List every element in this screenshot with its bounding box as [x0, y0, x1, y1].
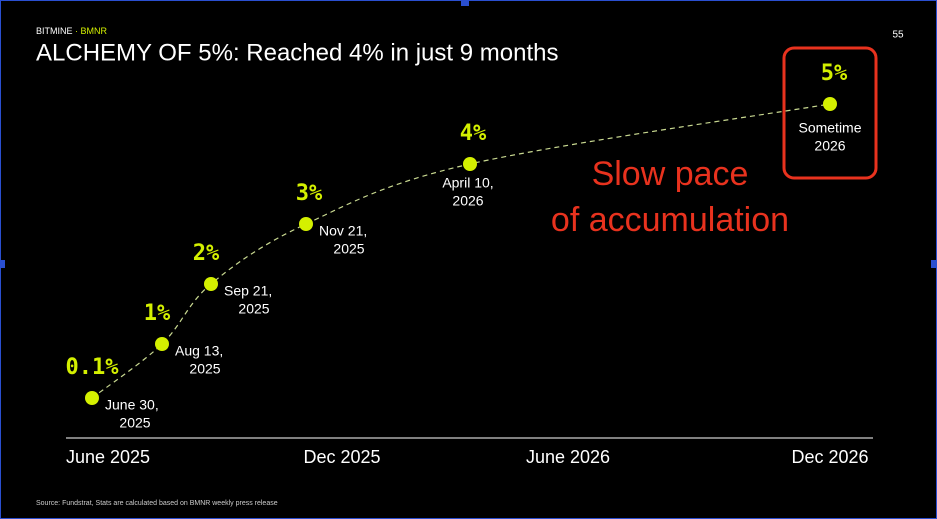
- point-label: 2025: [189, 361, 220, 377]
- point-label: June 30,: [105, 397, 159, 413]
- data-point: [85, 391, 99, 405]
- x-tick-label: Dec 2026: [791, 447, 868, 467]
- data-point: [204, 277, 218, 291]
- page-number: 55: [892, 30, 904, 41]
- source-note: Source: Fundstrat, Stats are calculated …: [36, 500, 278, 507]
- x-tick-label: June 2026: [526, 447, 610, 467]
- chart-title: ALCHEMY OF 5%: Reached 4% in just 9 mont…: [36, 39, 558, 66]
- value-label: 5%: [821, 61, 848, 86]
- value-label: 4%: [460, 121, 487, 146]
- point-label: April 10,: [442, 175, 493, 191]
- point-label: 2025: [333, 241, 364, 257]
- point-label: 2026: [814, 138, 845, 154]
- x-tick-label: Dec 2025: [303, 447, 380, 467]
- value-label: 2%: [193, 241, 220, 266]
- value-label: 0.1%: [66, 355, 120, 380]
- annotation: Slow pace: [592, 155, 749, 193]
- data-point: [299, 217, 313, 231]
- annotation: of accumulation: [551, 201, 789, 239]
- brand: BITMINE · BMNR: [36, 26, 108, 36]
- highlight-box: [782, 46, 878, 180]
- data-point: [463, 157, 477, 171]
- handle: [461, 0, 469, 6]
- point-label: Sometime: [798, 120, 861, 136]
- point-label: 2025: [119, 415, 150, 431]
- brand-name: BITMINE: [36, 26, 73, 36]
- point-label: 2025: [238, 301, 269, 317]
- point-label: Aug 13,: [175, 343, 223, 359]
- value-label: 1%: [144, 301, 171, 326]
- point-label: Sep 21,: [224, 283, 272, 299]
- data-point: [823, 97, 837, 111]
- value-label: 3%: [296, 181, 323, 206]
- handle: [931, 260, 937, 268]
- point-label: 2026: [452, 193, 483, 209]
- handle: [0, 260, 5, 268]
- data-point: [155, 337, 169, 351]
- x-tick-label: June 2025: [66, 447, 150, 467]
- point-label: Nov 21,: [319, 223, 367, 239]
- brand-sub: BMNR: [81, 26, 108, 36]
